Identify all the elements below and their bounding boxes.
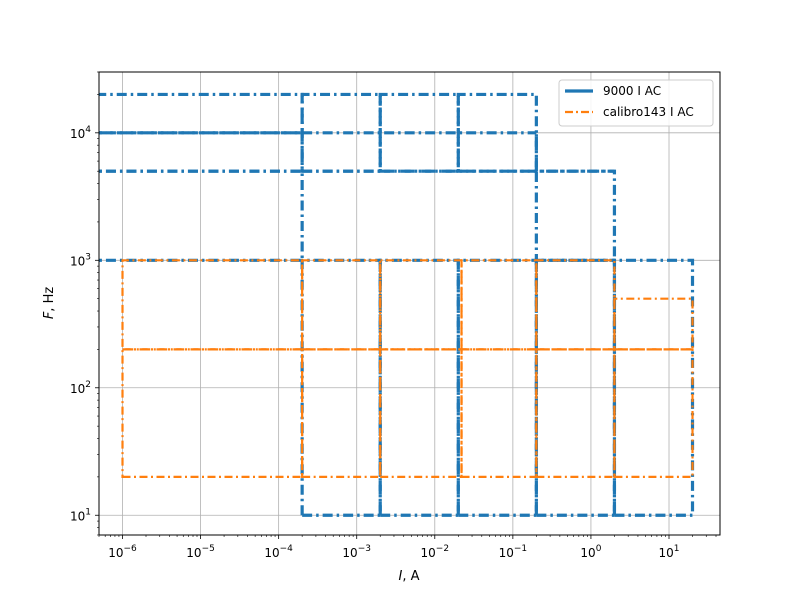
series-0-range-box bbox=[612, 258, 695, 517]
x-tick-label: 100 bbox=[580, 544, 601, 560]
x-tick-label: 10−4 bbox=[264, 544, 293, 560]
y-tick-label: 101 bbox=[70, 507, 91, 523]
legend-label-1: calibro143 I AC bbox=[603, 105, 694, 119]
y-tick-label: 103 bbox=[70, 252, 91, 268]
ticks: 10−6 10−5 10−4 10−3 10−2 10−1 100 101 101 102 103 1… bbox=[70, 71, 717, 560]
series-1 bbox=[121, 259, 694, 478]
y-tick-label: 104 bbox=[70, 125, 91, 141]
legend: 9000 I AC calibro143 I AC bbox=[558, 79, 714, 127]
legend-label-0: 9000 I AC bbox=[603, 84, 661, 98]
series-1-range-box bbox=[460, 259, 538, 351]
x-tick-label: 10−3 bbox=[342, 544, 371, 560]
series-1-range-box bbox=[121, 259, 304, 351]
plot-area bbox=[99, 72, 720, 535]
x-tick-label: 10−5 bbox=[186, 544, 215, 560]
series-1-range-box bbox=[613, 297, 694, 351]
series-1-range-box bbox=[613, 348, 694, 478]
legend-box bbox=[558, 79, 714, 127]
x-tick-label: 10−6 bbox=[108, 544, 137, 560]
x-axis-label: I, A bbox=[398, 569, 419, 584]
y-tick-label: 102 bbox=[70, 380, 91, 396]
series-1-range-box bbox=[535, 259, 616, 351]
y-axis-label: F, Hz bbox=[42, 287, 57, 320]
plot-frame bbox=[98, 71, 721, 536]
series-0-range-box bbox=[99, 169, 304, 262]
x-tick-label: 101 bbox=[658, 544, 679, 560]
x-tick-label: 10−2 bbox=[421, 544, 450, 560]
x-tick-label: 10−1 bbox=[499, 544, 528, 560]
data-layer bbox=[99, 92, 695, 517]
series-1-range-box bbox=[301, 259, 382, 351]
